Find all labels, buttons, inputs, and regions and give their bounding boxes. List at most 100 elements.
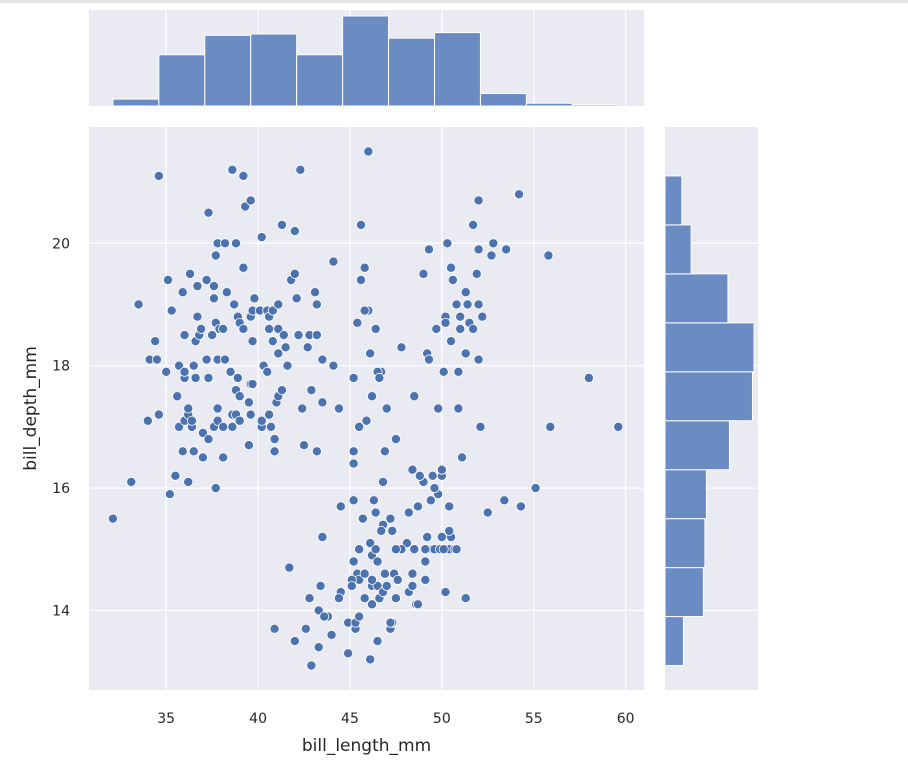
data-point	[431, 323, 442, 334]
data-point	[425, 495, 436, 506]
data-point	[284, 562, 295, 573]
data-point	[183, 476, 194, 487]
data-point	[482, 507, 493, 518]
data-point	[201, 354, 212, 365]
hist-x-bar	[479, 93, 527, 107]
data-point	[370, 544, 381, 555]
data-point	[385, 617, 396, 628]
data-point	[374, 372, 385, 383]
data-point	[453, 403, 464, 414]
data-point	[514, 189, 525, 200]
data-point	[460, 348, 471, 359]
hist-x-bar	[388, 37, 435, 107]
data-point	[468, 323, 479, 334]
hist-x-bar	[158, 54, 206, 107]
x-tick-label: 55	[525, 711, 543, 727]
data-point	[304, 593, 315, 604]
data-point	[267, 336, 278, 347]
data-point	[299, 440, 310, 451]
marginal-x-histogram	[89, 10, 644, 107]
data-point	[203, 207, 214, 218]
data-point	[291, 293, 302, 304]
data-point	[370, 323, 381, 334]
data-point	[440, 587, 451, 598]
data-point	[390, 434, 401, 445]
data-point	[367, 391, 378, 402]
scatter-axes	[89, 127, 644, 690]
data-point	[289, 226, 300, 237]
data-point	[444, 525, 455, 536]
data-point	[142, 415, 153, 426]
x-tick-label: 45	[341, 711, 359, 727]
hist-x-bar	[525, 102, 573, 107]
data-point	[376, 525, 387, 536]
data-point	[368, 495, 379, 506]
data-point	[359, 262, 370, 273]
data-point	[348, 372, 359, 383]
data-point	[427, 470, 438, 481]
data-point	[473, 299, 484, 310]
data-point	[446, 336, 457, 347]
data-point	[392, 574, 403, 585]
data-point	[423, 244, 434, 255]
data-point	[440, 317, 451, 328]
data-point	[219, 354, 230, 365]
data-point	[414, 470, 425, 481]
data-point	[438, 366, 449, 377]
data-point	[201, 274, 212, 285]
data-point	[269, 434, 280, 445]
data-point	[317, 397, 328, 408]
data-point	[473, 195, 484, 206]
data-point	[473, 244, 484, 255]
x-tick-label: 50	[433, 711, 451, 727]
data-point	[179, 330, 190, 341]
data-point	[107, 513, 118, 524]
data-point	[196, 323, 207, 334]
data-point	[319, 611, 330, 622]
data-point	[177, 287, 188, 298]
data-point	[381, 580, 392, 591]
data-point	[126, 476, 137, 487]
hist-y-bar	[664, 371, 753, 422]
data-point	[420, 556, 431, 567]
data-point	[243, 440, 254, 451]
data-point	[269, 623, 280, 634]
data-point	[170, 470, 181, 481]
data-point	[354, 611, 365, 622]
data-point	[297, 403, 308, 414]
data-point	[190, 372, 201, 383]
hist-y-bar	[664, 518, 706, 569]
data-point	[238, 170, 249, 181]
data-point	[370, 507, 381, 518]
data-point	[422, 532, 433, 543]
data-point	[210, 250, 221, 261]
data-point	[273, 299, 284, 310]
data-point	[234, 415, 245, 426]
data-point	[407, 464, 418, 475]
data-point	[245, 409, 256, 420]
data-point	[436, 464, 447, 475]
hist-y-bar	[664, 616, 684, 667]
data-point	[488, 238, 499, 249]
data-point	[385, 513, 396, 524]
hist-x-bar	[571, 104, 619, 107]
data-point	[455, 323, 466, 334]
data-point	[150, 336, 161, 347]
data-point	[208, 293, 219, 304]
data-point	[357, 513, 368, 524]
data-point	[164, 489, 175, 500]
data-point	[348, 495, 359, 506]
x-axis-label: bill_length_mm	[302, 736, 431, 756]
data-point	[477, 311, 488, 322]
data-point	[409, 391, 420, 402]
data-point	[231, 238, 242, 249]
data-point	[192, 281, 203, 292]
data-point	[218, 323, 229, 334]
data-point	[203, 434, 214, 445]
data-point	[543, 250, 554, 261]
data-point	[420, 544, 431, 555]
data-point	[185, 268, 196, 279]
data-point	[361, 415, 372, 426]
y-tick-label: 18	[52, 359, 70, 375]
